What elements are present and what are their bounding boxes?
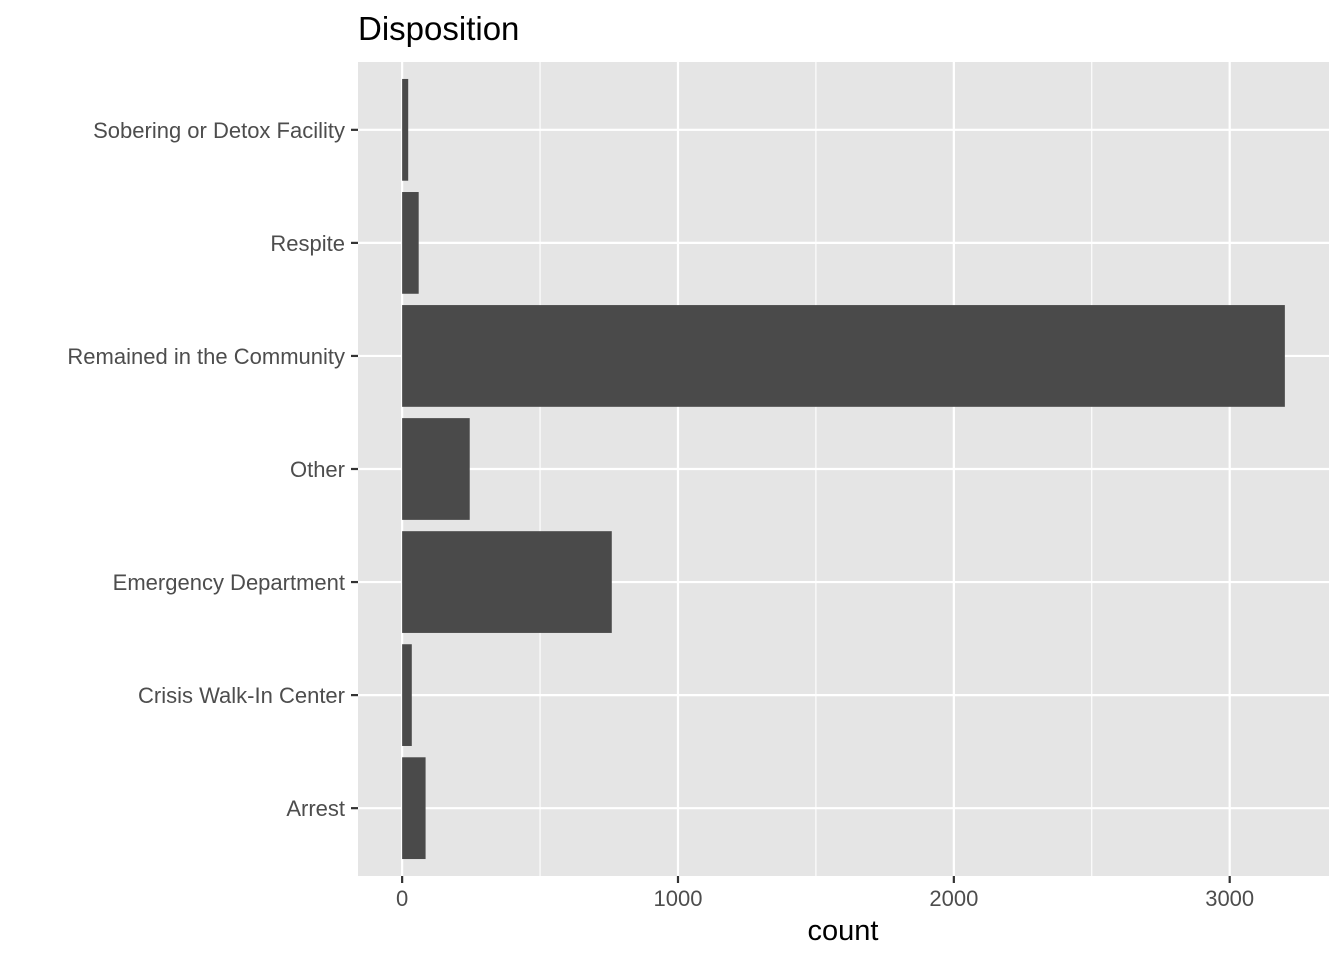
bar-remained-in-the-community xyxy=(402,305,1285,407)
y-tick-label: Remained in the Community xyxy=(67,344,345,369)
bar-emergency-department xyxy=(402,531,612,633)
major-grid-lines xyxy=(358,62,1329,876)
y-tick-label: Crisis Walk-In Center xyxy=(138,683,345,708)
bar-respite xyxy=(402,192,419,294)
y-tick-label: Respite xyxy=(270,231,345,256)
y-tick-label: Emergency Department xyxy=(113,570,345,595)
bar-other xyxy=(402,418,470,520)
bar-sobering-or-detox-facility xyxy=(402,78,409,181)
x-tick-label: 0 xyxy=(396,886,408,911)
y-tick-label: Other xyxy=(290,457,345,482)
bar-crisis-walk-in-center xyxy=(402,644,412,746)
x-tick-label: 3000 xyxy=(1205,886,1254,911)
chart-title: Disposition xyxy=(358,10,519,47)
x-tick-label: 2000 xyxy=(929,886,978,911)
y-tick-label: Sobering or Detox Facility xyxy=(93,118,345,143)
x-tick-label: 1000 xyxy=(654,886,703,911)
y-tick-label: Arrest xyxy=(286,796,345,821)
x-axis: 0 1000 2000 3000 xyxy=(396,876,1254,911)
bar-arrest xyxy=(402,757,426,860)
bars xyxy=(402,78,1285,860)
x-axis-title: count xyxy=(808,915,879,947)
y-axis: Arrest Crisis Walk-In Center Emergency Dep… xyxy=(67,118,358,821)
